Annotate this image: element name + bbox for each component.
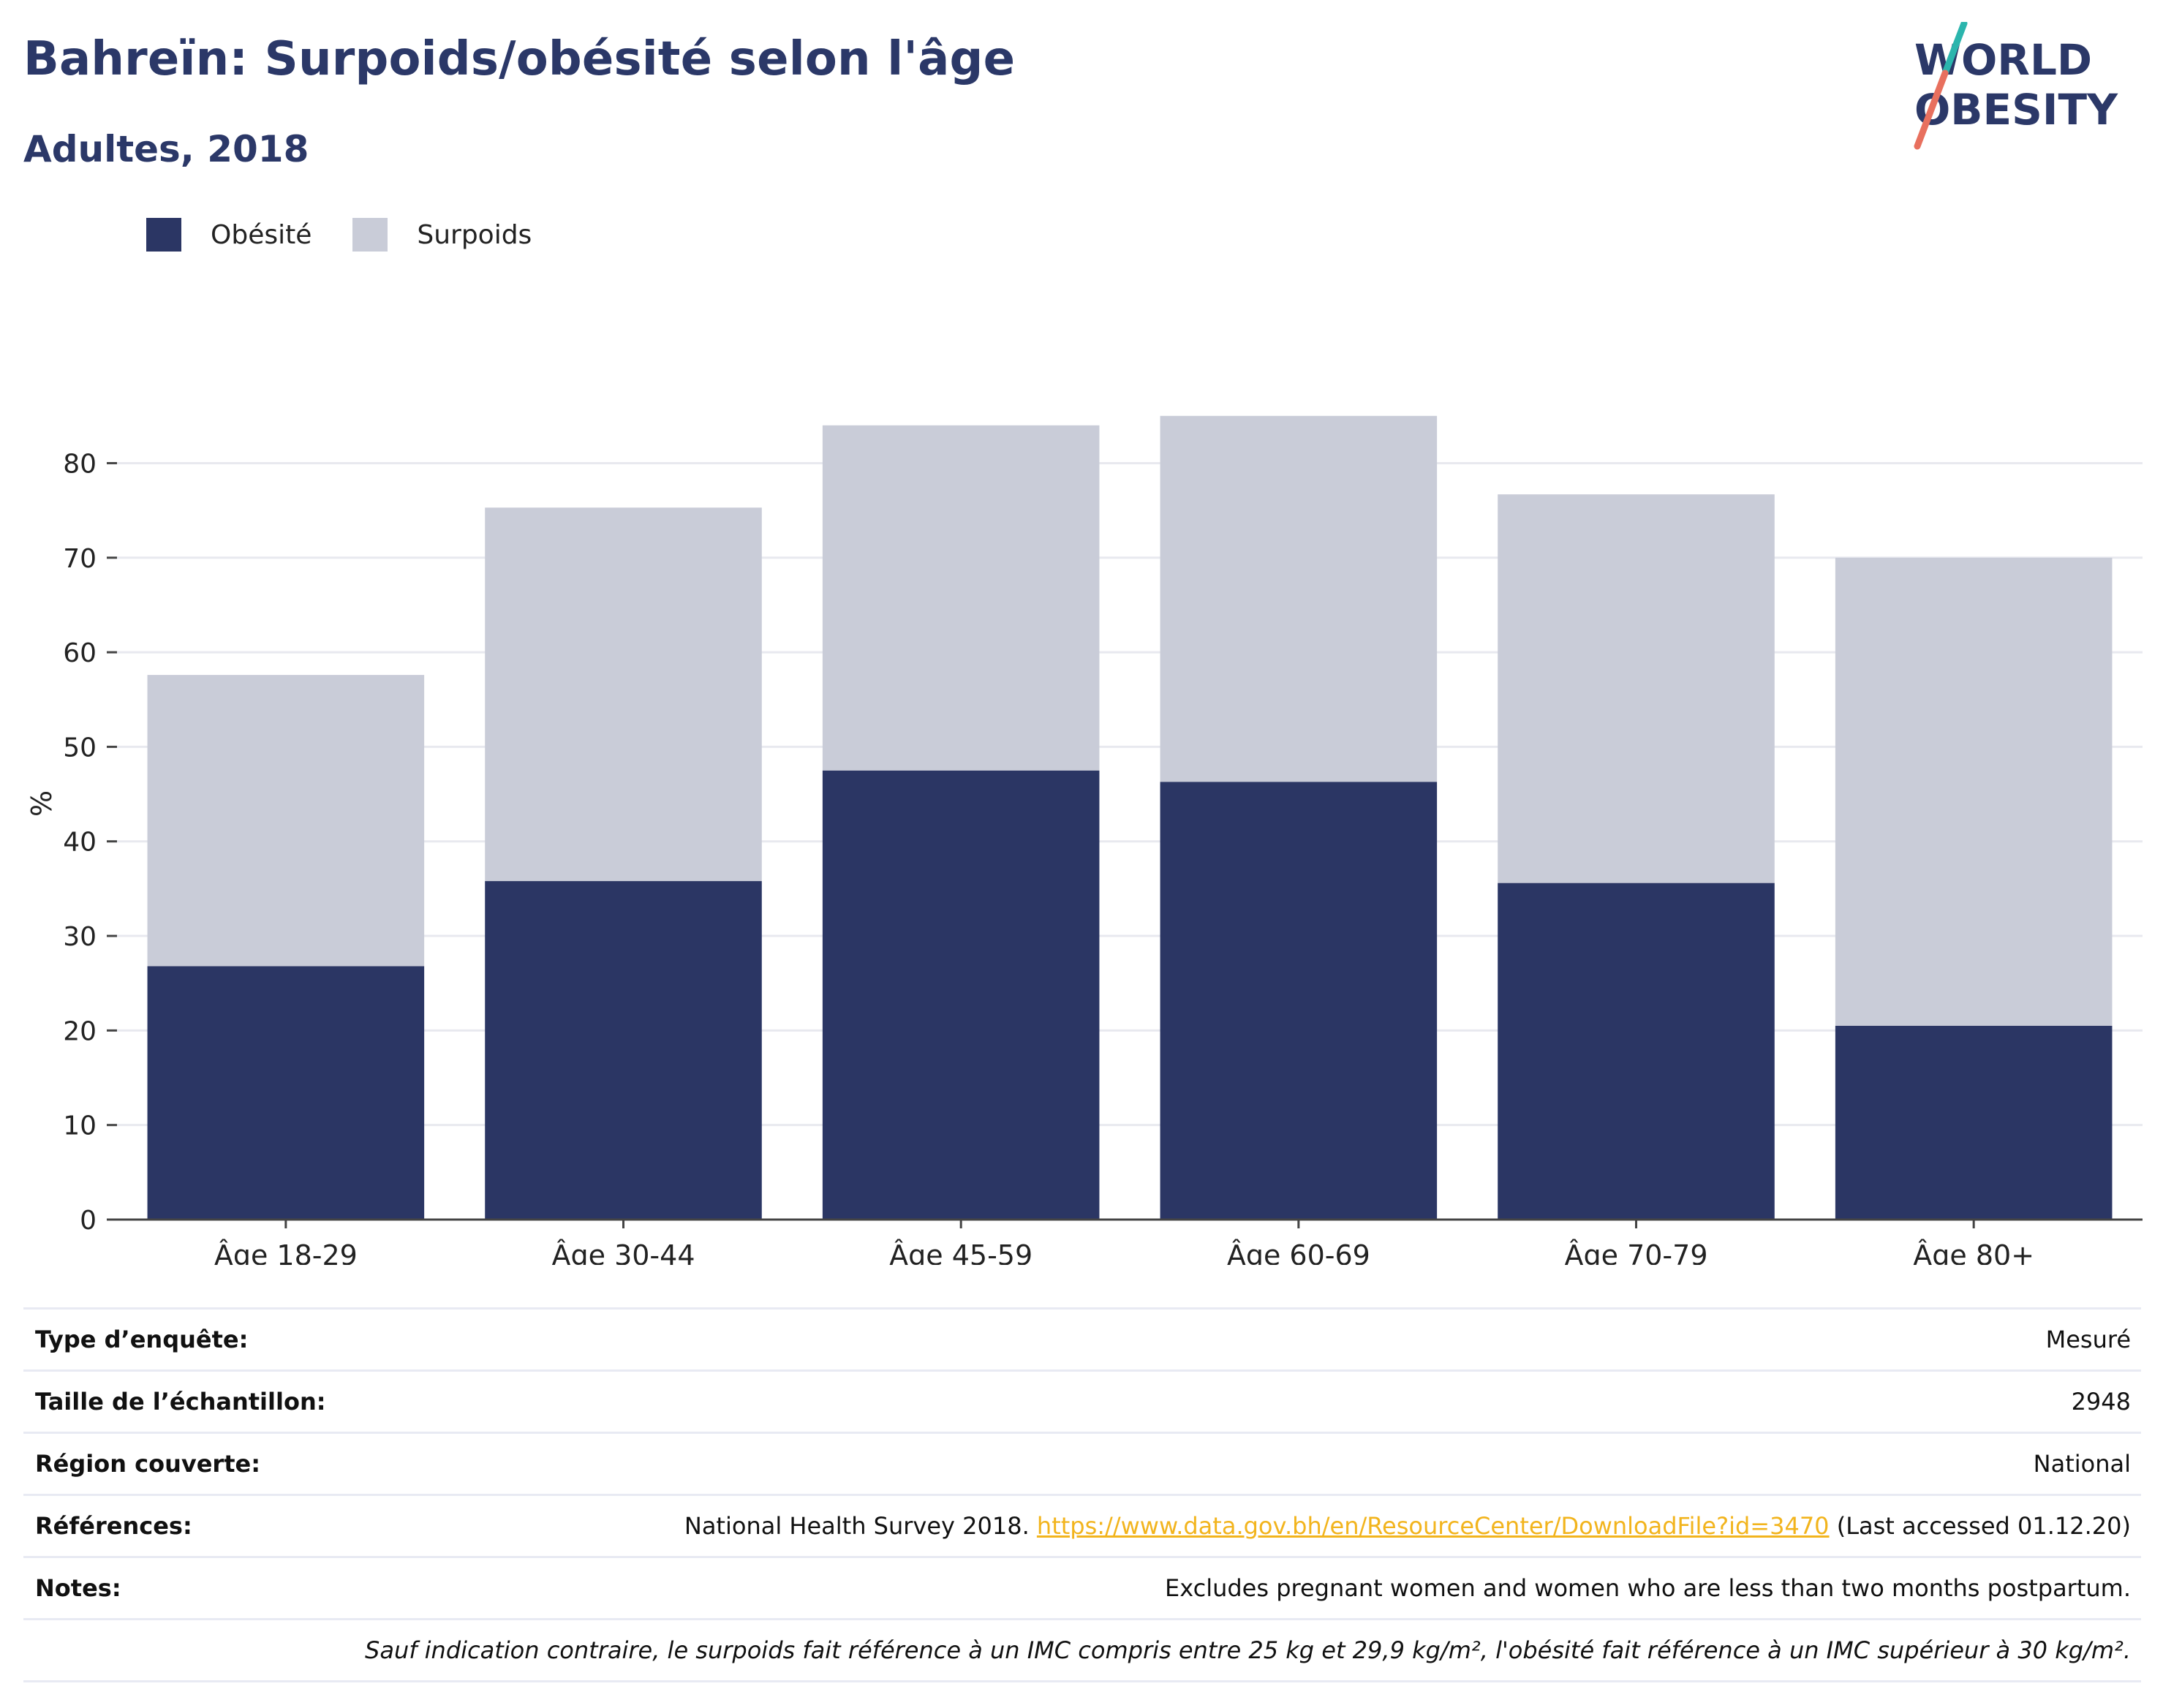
info-value-references: National Health Survey 2018. https://www… — [684, 1512, 2131, 1540]
y-tick-label: 60 — [63, 638, 97, 668]
legend-item-obesite[interactable]: Obésité — [146, 218, 312, 252]
info-label-notes: Notes: — [35, 1574, 121, 1602]
logo-slash-top — [1941, 22, 1968, 77]
survey-info-table: Type d’enquête: Mesuré Taille de l’échan… — [23, 1307, 2141, 1682]
info-value-region: National — [2033, 1450, 2131, 1478]
bar-obesite — [1835, 1025, 2113, 1220]
info-label-sample-size: Taille de l’échantillon: — [35, 1388, 326, 1416]
legend-swatch-surpoids — [352, 218, 388, 252]
info-label-references: Références: — [35, 1512, 192, 1540]
legend-label-obesite: Obésité — [211, 219, 312, 250]
info-value-survey-type: Mesuré — [2045, 1326, 2131, 1353]
x-tick-label: Âge 80+ — [1913, 1239, 2034, 1265]
bar-obesite — [485, 881, 762, 1220]
bar-surpoids — [147, 675, 425, 967]
references-link[interactable]: https://www.data.gov.bh/en/ResourceCente… — [1036, 1512, 1830, 1540]
bar-obesite — [1498, 883, 1775, 1220]
y-tick-label: 80 — [63, 449, 97, 479]
logo-line-2: OBESITY — [1914, 85, 2118, 135]
legend-swatch-obesite — [146, 218, 181, 252]
info-row-survey-type: Type d’enquête: Mesuré — [23, 1307, 2141, 1369]
bar-obesite — [822, 770, 1100, 1220]
info-footnote: Sauf indication contraire, le surpoids f… — [365, 1636, 2131, 1664]
info-value-notes: Excludes pregnant women and women who ar… — [1165, 1574, 2131, 1602]
y-tick-label: 0 — [80, 1206, 97, 1236]
x-tick-label: Âge 70-79 — [1565, 1239, 1708, 1265]
y-tick-label: 70 — [63, 544, 97, 574]
info-label-survey-type: Type d’enquête: — [35, 1326, 249, 1353]
info-row-sample-size: Taille de l’échantillon: 2948 — [23, 1369, 2141, 1432]
info-value-sample-size: 2948 — [2071, 1388, 2131, 1416]
references-suffix: (Last accessed 01.12.20) — [1829, 1512, 2131, 1540]
page-subtitle: Adultes, 2018 — [23, 128, 309, 170]
info-label-region: Région couverte: — [35, 1450, 260, 1478]
info-row-footnote: Sauf indication contraire, le surpoids f… — [23, 1618, 2141, 1682]
world-obesity-logo: WORLD OBESITY — [1914, 22, 2118, 150]
bar-surpoids — [1160, 415, 1438, 782]
x-tick-label: Âge 60-69 — [1227, 1239, 1370, 1265]
legend-label-surpoids: Surpoids — [417, 219, 532, 250]
y-tick-label: 40 — [63, 828, 97, 858]
legend-item-surpoids[interactable]: Surpoids — [352, 218, 532, 252]
y-tick-label: 10 — [63, 1111, 97, 1141]
references-prefix: National Health Survey 2018. — [684, 1512, 1037, 1540]
y-tick-label: 30 — [63, 922, 97, 952]
info-row-notes: Notes: Excludes pregnant women and women… — [23, 1556, 2141, 1618]
bar-obesite — [147, 966, 425, 1220]
y-axis-label: % — [26, 790, 58, 817]
bar-surpoids — [1498, 494, 1775, 883]
x-tick-label: Âge 45-59 — [889, 1239, 1033, 1265]
bar-surpoids — [822, 425, 1100, 771]
chart-legend: Obésité Surpoids — [146, 216, 573, 253]
bar-surpoids — [1835, 557, 2113, 1026]
bar-surpoids — [485, 507, 762, 882]
x-tick-label: Âge 30-44 — [552, 1239, 695, 1265]
info-row-references: Références: National Health Survey 2018.… — [23, 1494, 2141, 1556]
y-tick-label: 50 — [63, 733, 97, 763]
stacked-bar-chart: 0 10 20 30 40 50 60 70 80% Âge 18-29 Âge 30-44 Âge … — [26, 415, 2143, 1265]
page-title: Bahreïn: Surpoids/obésité selon l'âge — [23, 32, 1016, 86]
logo-slash-bottom — [1914, 69, 1949, 150]
bar-obesite — [1160, 782, 1438, 1220]
x-tick-label: Âge 18-29 — [214, 1239, 358, 1265]
y-tick-label: 20 — [63, 1016, 97, 1046]
info-row-region: Région couverte: National — [23, 1432, 2141, 1494]
